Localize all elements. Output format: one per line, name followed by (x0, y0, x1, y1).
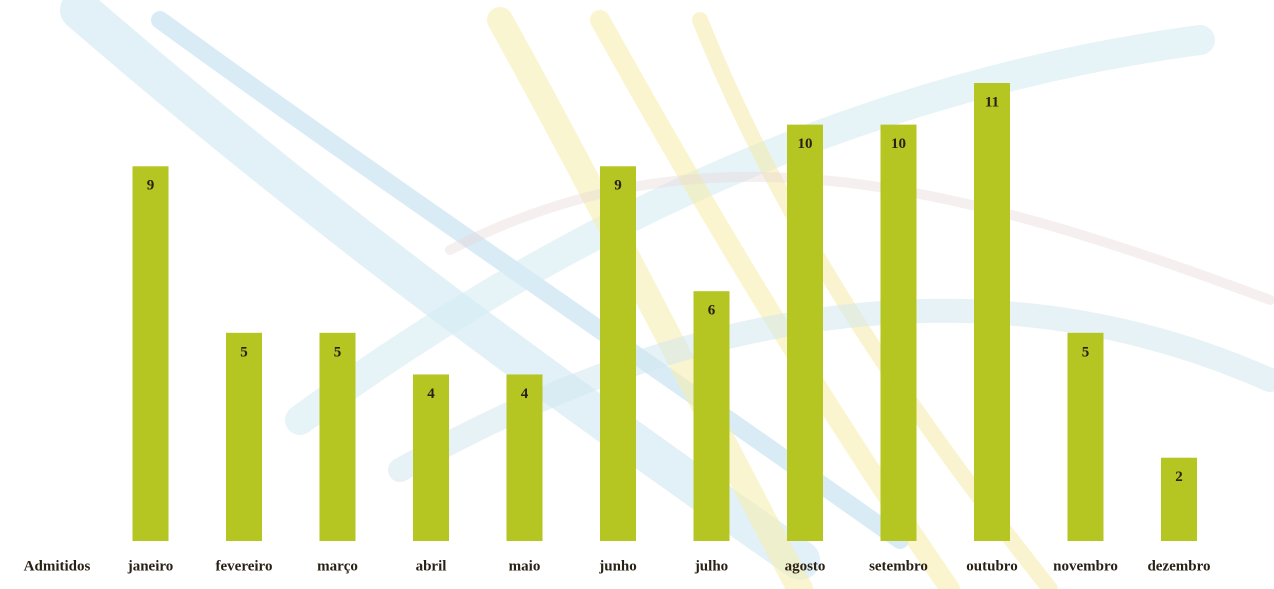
bar (1161, 457, 1197, 541)
x-tick-label: março (317, 558, 358, 574)
value-label: 9 (614, 178, 622, 194)
x-tick-label: abril (416, 558, 447, 574)
bar (319, 332, 356, 541)
value-label: 6 (708, 303, 716, 319)
x-tick-label: setembro (869, 558, 928, 574)
x-tick-label: agosto (785, 558, 826, 574)
bar (600, 166, 636, 542)
x-tick-label: novembro (1053, 558, 1118, 574)
x-tick-label: janeiro (127, 558, 174, 574)
bar (693, 291, 730, 541)
value-label: 9 (147, 178, 155, 194)
value-label: 5 (334, 344, 342, 360)
background-swooshes (60, 0, 1274, 589)
bar (880, 124, 917, 542)
bar (506, 374, 543, 541)
bar (1067, 332, 1104, 541)
x-tick-label: julho (694, 558, 728, 574)
bar (226, 332, 262, 541)
value-label: 4 (427, 386, 435, 402)
value-label: 4 (521, 386, 529, 402)
bar (974, 83, 1010, 541)
value-label: 10 (798, 136, 813, 152)
bar (132, 166, 169, 542)
x-tick-label: maio (509, 558, 541, 574)
series-label: Admitidos (24, 558, 91, 574)
x-tick-label: fevereiro (216, 558, 273, 574)
value-label: 11 (985, 94, 999, 110)
bar (413, 374, 449, 541)
value-label: 10 (891, 136, 906, 152)
x-tick-label: junho (598, 558, 637, 574)
value-label: 5 (1082, 344, 1090, 360)
x-tick-label: dezembro (1147, 558, 1210, 574)
bar (787, 124, 823, 542)
x-tick-label: outubro (966, 558, 1017, 574)
value-label: 2 (1175, 469, 1183, 485)
value-label: 5 (240, 344, 248, 360)
